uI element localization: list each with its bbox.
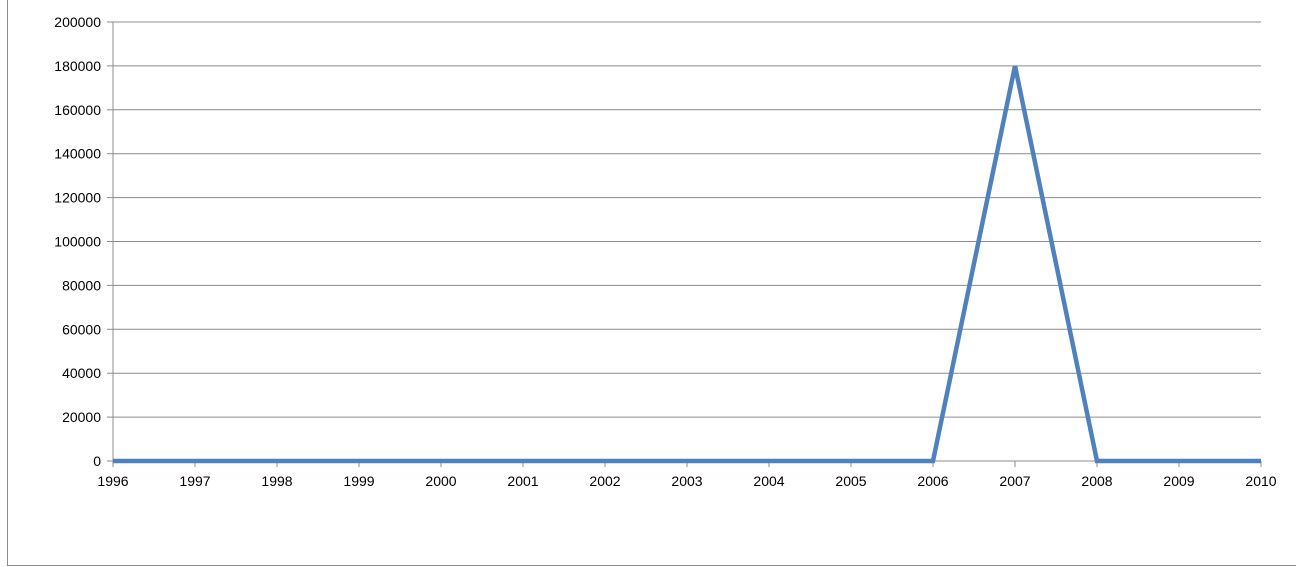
series-line [113,65,1261,464]
y-tick-label: 200000 [54,14,101,30]
y-tick-label: 20000 [62,409,101,425]
x-tick-label: 2003 [671,473,702,489]
y-tick-label: 160000 [54,102,101,118]
y-tick-label: 60000 [62,321,101,337]
x-tick-label: 2008 [1081,473,1112,489]
x-tick-label: 2002 [589,473,620,489]
x-tick-label: 1999 [343,473,374,489]
y-tick-label: 140000 [54,146,101,162]
x-tick-label: 2004 [753,473,784,489]
y-tick-label: 100000 [54,234,101,250]
x-tick-label: 1996 [97,473,128,489]
x-tick-label: 2006 [917,473,948,489]
y-tick-label: 40000 [62,365,101,381]
x-tick-label: 2000 [425,473,456,489]
x-tick-label: 2005 [835,473,866,489]
y-tick-label: 180000 [54,58,101,74]
chart-frame [7,0,1296,566]
y-tick-label: 0 [93,453,101,469]
x-tick-label: 2007 [999,473,1030,489]
x-tick-label: 1998 [261,473,292,489]
x-tick-label: 1997 [179,473,210,489]
x-tick-label: 2009 [1163,473,1194,489]
y-tick-label: 80000 [62,277,101,293]
y-tick-label: 120000 [54,190,101,206]
x-tick-label: 2010 [1245,473,1276,489]
x-tick-label: 2001 [507,473,538,489]
